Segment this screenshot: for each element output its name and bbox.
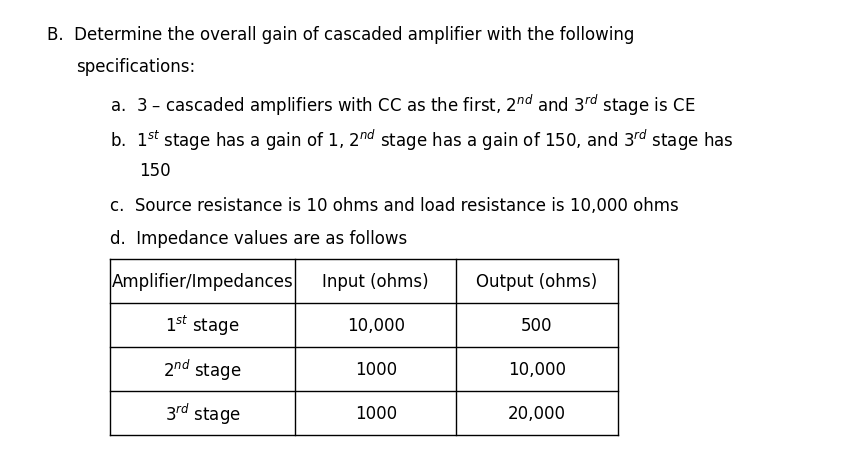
Text: a.  3 – cascaded amplifiers with CC as the first, 2$^{nd}$ and 3$^{rd}$ stage is: a. 3 – cascaded amplifiers with CC as th… [110,93,695,118]
Text: c.  Source resistance is 10 ohms and load resistance is 10,000 ohms: c. Source resistance is 10 ohms and load… [110,197,678,215]
Text: 10,000: 10,000 [347,316,404,334]
Text: 500: 500 [521,316,552,334]
Text: B.  Determine the overall gain of cascaded amplifier with the following: B. Determine the overall gain of cascade… [47,25,634,44]
Text: 1000: 1000 [354,404,397,422]
Text: Input (ohms): Input (ohms) [322,272,429,290]
Text: Amplifier/Impedances: Amplifier/Impedances [112,272,294,290]
Text: b.  1$^{st}$ stage has a gain of 1, 2$^{nd}$ stage has a gain of 150, and 3$^{rd: b. 1$^{st}$ stage has a gain of 1, 2$^{n… [110,127,733,152]
Text: 20,000: 20,000 [508,404,566,422]
Text: 150: 150 [140,162,171,180]
Text: Output (ohms): Output (ohms) [476,272,597,290]
Text: 10,000: 10,000 [508,360,566,378]
Text: d.  Impedance values are as follows: d. Impedance values are as follows [110,229,407,247]
Text: 2$^{nd}$ stage: 2$^{nd}$ stage [163,357,242,382]
Text: 3$^{rd}$ stage: 3$^{rd}$ stage [165,400,240,426]
Text: 1$^{st}$ stage: 1$^{st}$ stage [166,313,239,337]
Text: specifications:: specifications: [76,58,195,76]
Text: 1000: 1000 [354,360,397,378]
